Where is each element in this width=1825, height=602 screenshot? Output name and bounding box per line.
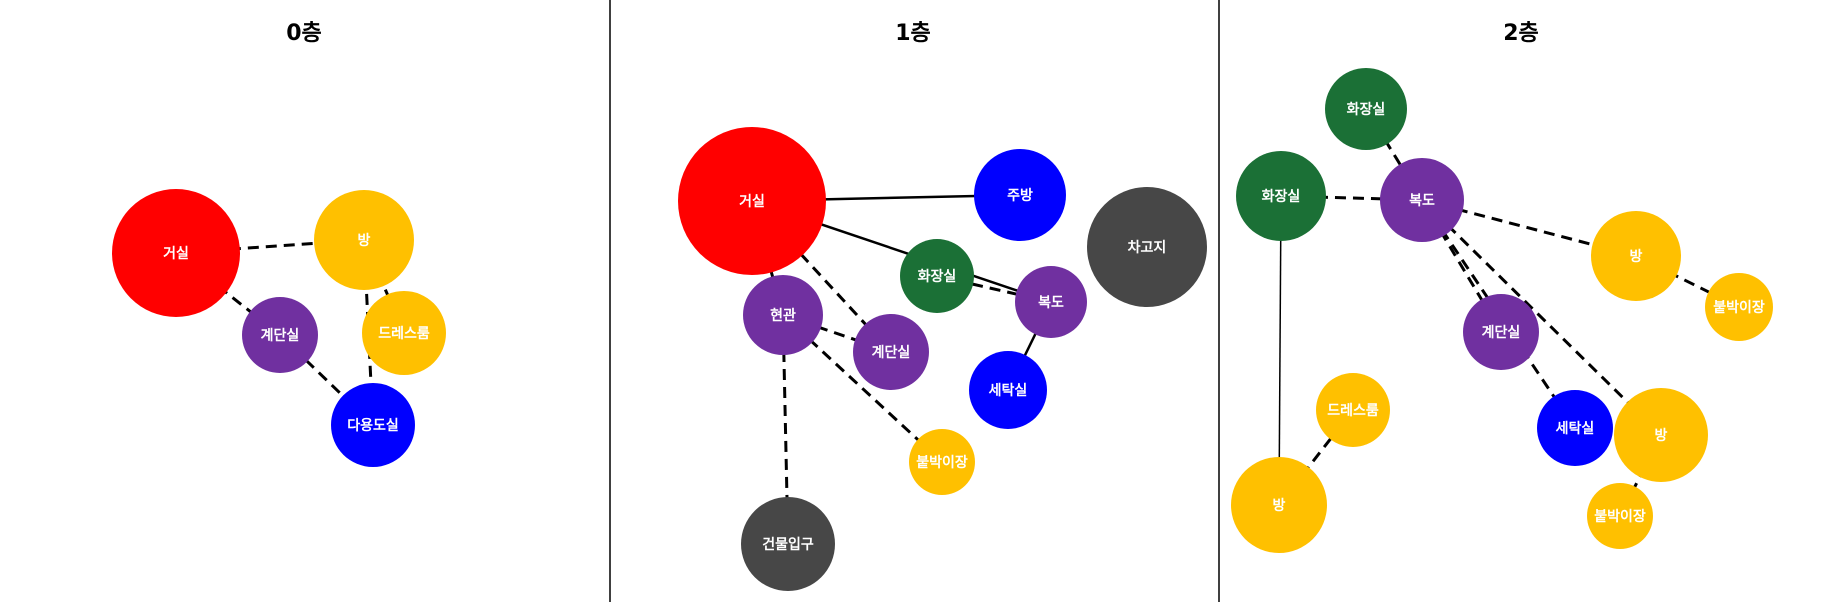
node-f1-laundry: 세탁실 bbox=[969, 351, 1047, 429]
node-circle-f0-dress bbox=[362, 291, 446, 375]
node-f0-living: 거실 bbox=[112, 189, 240, 317]
node-label-f2-room-bottom: 방 bbox=[1655, 427, 1668, 444]
node-circle-f2-closet-right bbox=[1705, 273, 1773, 341]
node-label-f1-kitchen: 주방 bbox=[1007, 187, 1033, 204]
node-circle-f2-dress bbox=[1316, 373, 1390, 447]
node-f0-stairs: 계단실 bbox=[242, 297, 318, 373]
node-circle-f1-entrance bbox=[741, 497, 835, 591]
node-circle-f1-garage bbox=[1087, 187, 1207, 307]
node-label-f2-hall: 복도 bbox=[1409, 193, 1435, 209]
node-circle-f2-laundry bbox=[1537, 390, 1613, 466]
edge-f2-bath-left-f2-room-left bbox=[1278, 195, 1282, 506]
node-circle-f0-stairs bbox=[242, 297, 318, 373]
node-label-f2-stairs: 계단실 bbox=[1482, 324, 1521, 341]
node-f1-hall: 복도 bbox=[1015, 266, 1087, 338]
node-circle-f1-laundry bbox=[969, 351, 1047, 429]
node-label-f2-bath-top: 화장실 bbox=[1347, 101, 1386, 118]
node-f2-room-left: 방 bbox=[1231, 457, 1327, 553]
node-label-f2-laundry: 세탁실 bbox=[1556, 420, 1595, 437]
node-label-f2-bath-left: 화장실 bbox=[1262, 188, 1301, 205]
node-label-f0-room: 방 bbox=[358, 232, 371, 249]
node-f2-laundry: 세탁실 bbox=[1537, 390, 1613, 466]
node-f0-room: 방 bbox=[314, 190, 414, 290]
node-circle-f2-bath-left bbox=[1236, 151, 1326, 241]
node-circle-f2-bath-top bbox=[1325, 68, 1407, 150]
node-f1-entrance: 건물입구 bbox=[741, 497, 835, 591]
node-f2-closet-right: 붙박이장 bbox=[1705, 273, 1773, 341]
node-circle-f0-living bbox=[112, 189, 240, 317]
node-f0-multi: 다용도실 bbox=[331, 383, 415, 467]
node-circle-f1-hall bbox=[1015, 266, 1087, 338]
node-circle-f1-kitchen bbox=[974, 149, 1066, 241]
node-f1-garage: 차고지 bbox=[1087, 187, 1207, 307]
node-circle-f2-room-right bbox=[1591, 211, 1681, 301]
node-label-f1-living: 거실 bbox=[739, 194, 765, 210]
node-label-f1-closet: 붙박이장 bbox=[916, 454, 968, 471]
node-circle-f1-closet bbox=[909, 429, 975, 495]
node-label-f1-bath: 화장실 bbox=[918, 268, 957, 285]
node-f2-bath-top: 화장실 bbox=[1325, 68, 1407, 150]
node-f2-bath-left: 화장실 bbox=[1236, 151, 1326, 241]
node-label-f1-hall: 복도 bbox=[1038, 295, 1064, 311]
node-label-f1-laundry: 세탁실 bbox=[989, 382, 1028, 399]
node-f2-room-bottom: 방 bbox=[1614, 388, 1708, 482]
node-f2-room-right: 방 bbox=[1591, 211, 1681, 301]
node-circle-f0-room bbox=[314, 190, 414, 290]
node-circle-f1-bath bbox=[900, 239, 974, 313]
node-f2-dress: 드레스룸 bbox=[1316, 373, 1390, 447]
node-label-f1-entry: 현관 bbox=[770, 307, 796, 324]
node-label-f1-entrance: 건물입구 bbox=[762, 536, 814, 553]
node-f1-closet: 붙박이장 bbox=[909, 429, 975, 495]
node-f1-bath: 화장실 bbox=[900, 239, 974, 313]
node-circle-f2-room-left bbox=[1231, 457, 1327, 553]
node-label-f2-room-left: 방 bbox=[1273, 497, 1286, 514]
panel-title-floor-2: 2층 bbox=[1503, 21, 1539, 46]
node-circle-f1-living bbox=[678, 127, 826, 275]
node-circle-f1-stairs bbox=[853, 314, 929, 390]
node-f0-dress: 드레스룸 bbox=[362, 291, 446, 375]
node-f1-living: 거실 bbox=[678, 127, 826, 275]
node-circle-f2-hall bbox=[1380, 158, 1464, 242]
node-label-f0-dress: 드레스룸 bbox=[378, 326, 430, 342]
node-label-f0-living: 거실 bbox=[163, 246, 189, 262]
node-circle-f0-multi bbox=[331, 383, 415, 467]
node-label-f2-room-right: 방 bbox=[1630, 248, 1643, 265]
panel-title-floor-1: 1층 bbox=[895, 21, 931, 46]
node-label-f1-garage: 차고지 bbox=[1128, 240, 1167, 256]
node-f2-stairs: 계단실 bbox=[1463, 294, 1539, 370]
node-f1-kitchen: 주방 bbox=[974, 149, 1066, 241]
node-f1-entry: 현관 bbox=[743, 275, 823, 355]
node-label-f1-stairs: 계단실 bbox=[872, 344, 911, 361]
edge-f2-hall-f2-room-bottom bbox=[1420, 198, 1663, 437]
edge-f0-living-f0-room bbox=[175, 238, 365, 255]
node-label-f2-dress: 드레스룸 bbox=[1327, 403, 1379, 419]
node-circle-f1-entry bbox=[743, 275, 823, 355]
node-circle-f2-room-bottom bbox=[1614, 388, 1708, 482]
node-circle-f2-closet-bottom bbox=[1587, 483, 1653, 549]
edge-f2-hall-f2-laundry bbox=[1420, 199, 1577, 429]
node-circle-f2-stairs bbox=[1463, 294, 1539, 370]
panel-title-floor-0: 0층 bbox=[286, 21, 322, 46]
node-label-f2-closet-right: 붙박이장 bbox=[1713, 299, 1765, 316]
node-f2-closet-bottom: 붙박이장 bbox=[1587, 483, 1653, 549]
node-label-f0-multi: 다용도실 bbox=[347, 418, 399, 434]
node-f1-stairs: 계단실 bbox=[853, 314, 929, 390]
node-label-f2-closet-bottom: 붙박이장 bbox=[1594, 508, 1646, 525]
node-label-f0-stairs: 계단실 bbox=[261, 327, 300, 344]
node-f2-hall: 복도 bbox=[1380, 158, 1464, 242]
